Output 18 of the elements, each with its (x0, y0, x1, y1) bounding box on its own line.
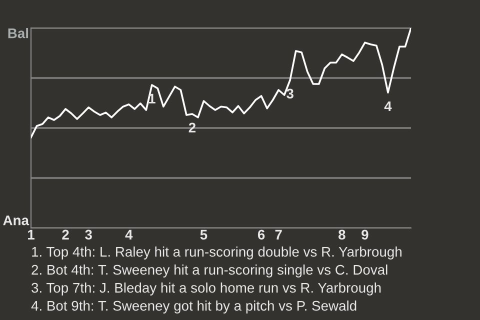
x-tick-label: 5 (200, 230, 208, 240)
text: 1. Top 4th: L. Raley hit a run-scoring double vs R. Yarbrough (32, 246, 402, 260)
x-tick-label: 1 (28, 230, 34, 240)
x-tick-label: 9 (362, 230, 368, 240)
annotation: 3 (286, 88, 294, 99)
x-tick-label: 4 (125, 230, 133, 240)
x-tick-label: 3 (85, 230, 92, 240)
text: 3. Top 7th: J. Bleday hit a solo home run vs R. Yarbrough (32, 282, 381, 296)
text: Bal (8, 28, 28, 38)
text: Ana (3, 216, 30, 226)
x-tick-label: 2 (62, 230, 69, 240)
text: 4. Bot 9th: T. Sweeney got hit by a pitch vs P. Sewald (31, 300, 356, 314)
annotation: 4 (384, 101, 392, 111)
annotation: 2 (188, 122, 196, 132)
x-tick-label: 7 (275, 230, 282, 240)
x-tick-label: 6 (258, 230, 265, 240)
x-tick-label: 8 (338, 230, 346, 240)
text: 2. Bot 4th: T. Sweeney hit a run-scoring single vs C. Doval (32, 264, 388, 278)
